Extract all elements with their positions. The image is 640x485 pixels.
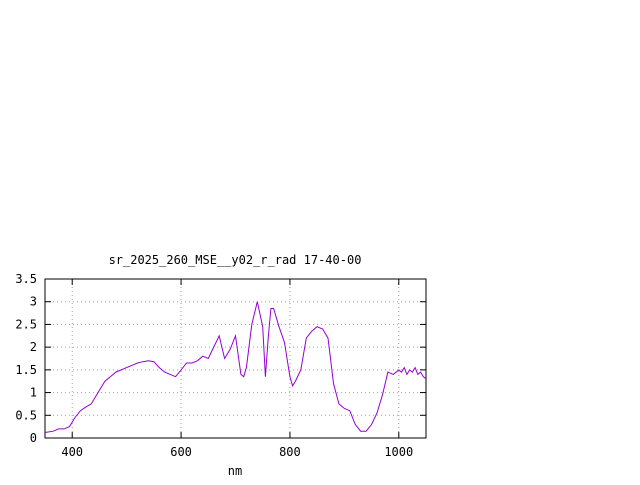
plot-frame [44,278,427,439]
series-line [44,301,427,433]
grid [45,279,426,438]
x-tick-label: 1000 [384,445,413,459]
y-tick-label: 0 [30,431,37,445]
axes [44,278,427,439]
series [44,301,427,433]
x-tick-label: 400 [61,445,83,459]
y-tick-label: 3 [30,295,37,309]
x-tick-label: 600 [170,445,192,459]
x-axis-label: nm [228,464,242,478]
y-tick-label: 0.5 [15,408,37,422]
tick-labels: 0 0.5 1 1.5 2 2.5 3 3.5 400 600 800 1000 [15,272,413,459]
y-tick-label: 1 [30,386,37,400]
x-tick-label: 800 [279,445,301,459]
y-tick-label: 3.5 [15,272,37,286]
y-tick-label: 1.5 [15,363,37,377]
y-tick-label: 2 [30,340,37,354]
chart-title: sr_2025_260_MSE__y02_r_rad 17-40-00 [109,253,362,267]
y-tick-label: 2.5 [15,317,37,331]
